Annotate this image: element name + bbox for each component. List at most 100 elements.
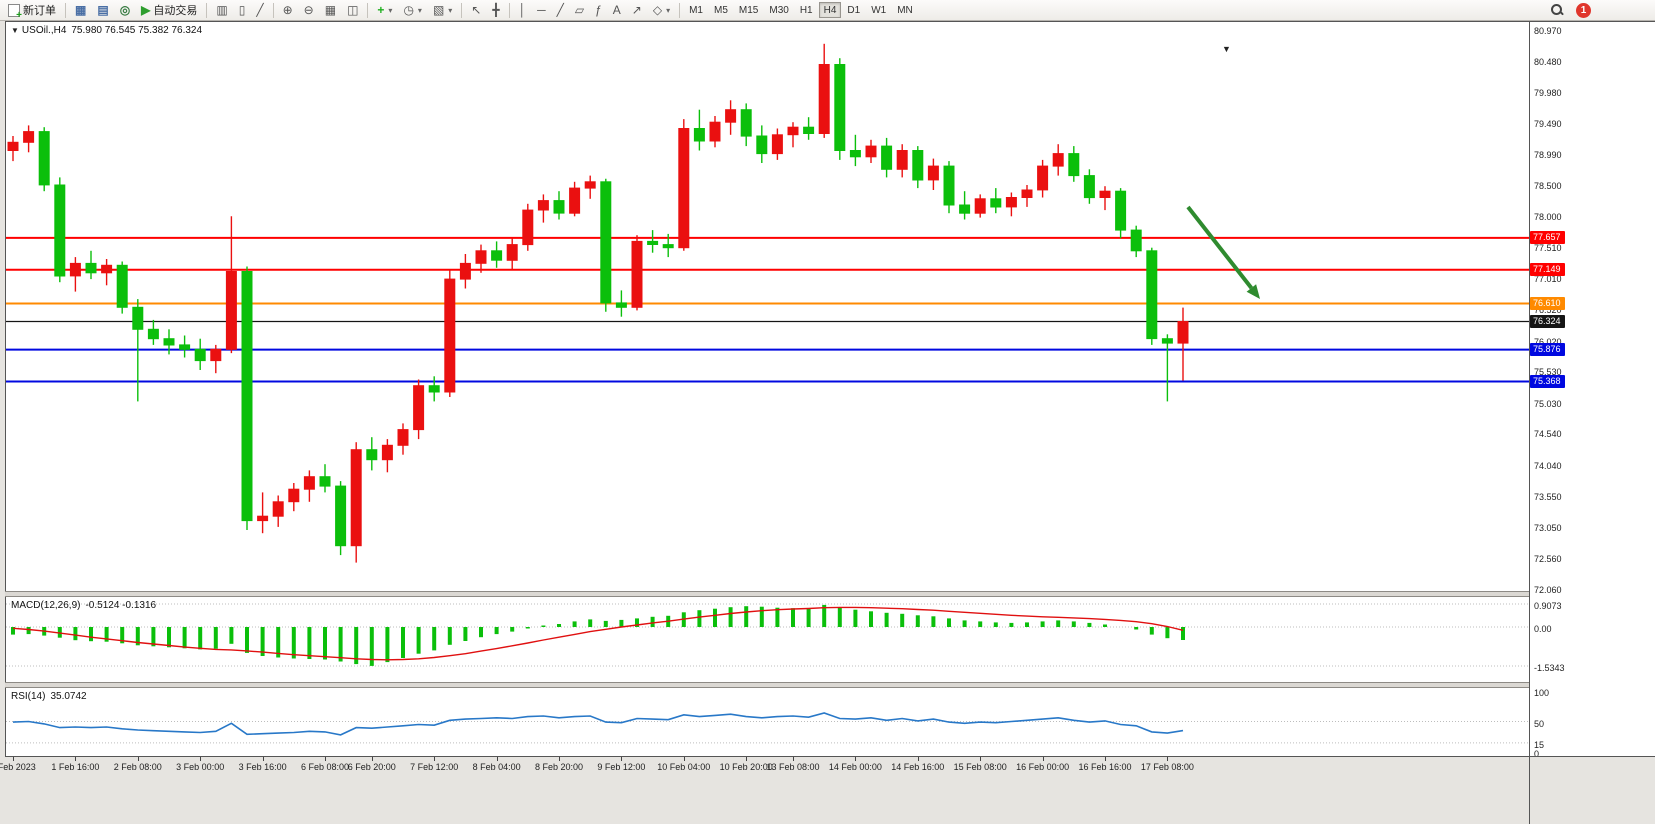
chart-collapse-icon[interactable]: ▼ <box>11 26 19 35</box>
shapes-dropdown[interactable]: ◇ ▾ <box>648 1 675 19</box>
zoom-out-icon: ⊖ <box>303 3 314 17</box>
crosshair-button[interactable]: ╋ <box>487 1 504 19</box>
time-axis[interactable]: 1 Feb 2023 1 Feb 16:00 2 Feb 08:00 3 Feb 00… <box>0 756 1529 780</box>
search-button[interactable] <box>1545 1 1569 19</box>
horizontal-line-icon: ─ <box>537 3 546 17</box>
candle <box>959 191 971 220</box>
candle <box>990 188 1002 214</box>
candlestick-chart[interactable] <box>6 22 1529 591</box>
candle <box>569 181 581 217</box>
chart-shift-marker-icon[interactable]: ▼ <box>1222 44 1231 54</box>
time-axis-label: 3 Feb 00:00 <box>176 762 225 772</box>
timeframe-M30[interactable]: M30 <box>769 4 789 16</box>
line-chart-icon: ╱ <box>256 3 264 17</box>
candle <box>147 319 159 345</box>
candle <box>584 175 596 199</box>
zoom-out-button[interactable]: ⊖ <box>299 1 319 19</box>
candle <box>1083 169 1095 204</box>
candle <box>225 216 237 354</box>
macd-tick-label: -1.5343 <box>1534 663 1565 673</box>
new-order-button[interactable]: 新订单 <box>3 1 61 21</box>
time-tick <box>1042 757 1044 761</box>
candle <box>553 191 565 220</box>
text-button[interactable]: A <box>608 1 626 19</box>
cursor-button[interactable]: ↖ <box>466 1 486 19</box>
candle <box>116 261 128 314</box>
line-chart-button[interactable]: ╱ <box>251 1 268 19</box>
rsi-chart[interactable] <box>6 688 1529 756</box>
candlestick-chart-button[interactable]: ▯ <box>234 1 251 19</box>
timeframe-MN[interactable]: MN <box>897 4 913 16</box>
main-chart-pane[interactable]: ▼ USOil.,H4 75.980 76.545 75.382 76.324 ▼ <box>5 21 1529 591</box>
indicators-plus-icon: + <box>377 3 385 17</box>
trendline-button[interactable]: ╱ <box>552 1 569 19</box>
time-axis-label: 15 Feb 08:00 <box>953 762 1007 772</box>
arrow-tool-button[interactable]: ↗ <box>627 1 647 19</box>
price-tick-label: 73.550 <box>1534 492 1562 502</box>
tile-windows-button[interactable]: ▦ <box>320 1 341 19</box>
candle <box>849 134 861 167</box>
fibonacci-button[interactable]: ƒ <box>590 1 607 19</box>
timeframe-H4[interactable]: H4 <box>818 2 842 18</box>
timeframe-M5[interactable]: M5 <box>714 4 728 16</box>
rsi-tick-label: 50 <box>1534 719 1545 729</box>
macd-histogram <box>11 604 1185 666</box>
arrange-windows-button[interactable]: ◫ <box>342 1 363 19</box>
bar-chart-button[interactable]: ▥ <box>211 1 232 19</box>
pane-splitter[interactable] <box>5 591 1529 597</box>
time-tick <box>262 757 264 761</box>
candle <box>1068 146 1080 182</box>
macd-chart[interactable] <box>6 597 1529 682</box>
horizontal-line-button[interactable]: ─ <box>532 1 551 19</box>
chart-window-icon: ▦ <box>75 3 87 17</box>
candle <box>803 117 815 140</box>
trend-arrow-annotation[interactable] <box>1186 205 1260 299</box>
timeframe-H1[interactable]: H1 <box>799 4 813 16</box>
candlestick-icon: ▯ <box>238 3 246 17</box>
candle <box>865 139 877 163</box>
time-tick <box>200 757 202 761</box>
time-axis-label: 1 Feb 16:00 <box>51 762 100 772</box>
time-axis-label: 2 Feb 08:00 <box>113 762 162 772</box>
indicators-dropdown[interactable]: + ▾ <box>372 1 397 19</box>
timeframe-M1[interactable]: M1 <box>689 4 703 16</box>
candle <box>179 335 191 358</box>
notification-badge[interactable]: 1 <box>1576 2 1591 18</box>
candle <box>725 100 737 135</box>
time-tick <box>917 757 919 761</box>
price-scale[interactable]: 80.970 80.480 79.980 79.490 78.990 78.500 78.0… <box>1529 21 1655 759</box>
toolbar-separator <box>461 2 463 18</box>
macd-tick-label: 0.9073 <box>1534 601 1562 611</box>
vertical-line-button[interactable]: │ <box>514 1 532 19</box>
navigator-button[interactable]: ◎ <box>115 1 135 19</box>
clock-icon: ◷ <box>403 3 414 17</box>
price-tick-label: 75.030 <box>1534 399 1562 409</box>
templates-dropdown[interactable]: ▧ ▾ <box>428 1 457 19</box>
auto-trading-button[interactable]: ▶ 自动交易 <box>136 1 202 19</box>
chevron-down-icon: ▾ <box>666 5 671 15</box>
pane-splitter[interactable] <box>5 682 1529 688</box>
timeframe-D1[interactable]: D1 <box>847 4 861 16</box>
time-axis-label: 8 Feb 04:00 <box>472 762 521 772</box>
time-tick <box>496 757 498 761</box>
candle <box>335 481 347 556</box>
channel-button[interactable]: ▱ <box>570 1 589 19</box>
candle <box>23 125 35 153</box>
timeframe-M15[interactable]: M15 <box>738 4 759 16</box>
periods-dropdown[interactable]: ◷ ▾ <box>398 1 427 19</box>
price-tick-label: 79.490 <box>1534 119 1562 129</box>
price-tick-label: 75.530 <box>1534 367 1562 377</box>
rsi-pane[interactable]: RSI(14) 35.0742 <box>5 688 1529 756</box>
zoom-in-button[interactable]: ⊕ <box>278 1 298 19</box>
price-tick-label: 72.560 <box>1534 554 1562 564</box>
chart-window-button[interactable]: ▦ <box>70 1 91 19</box>
candle <box>1037 159 1049 198</box>
macd-pane[interactable]: MACD(12,26,9) -0.5124 -0.1316 <box>5 597 1529 682</box>
time-axis-label: 10 Feb 04:00 <box>657 762 711 772</box>
price-tick-label: 77.510 <box>1534 243 1562 253</box>
market-watch-button[interactable]: ▤ <box>92 1 113 19</box>
timeframe-W1[interactable]: W1 <box>871 4 887 16</box>
chart-header: ▼ USOil.,H4 75.980 76.545 75.382 76.324 <box>11 25 202 36</box>
time-tick <box>855 757 857 761</box>
time-axis-label: 9 Feb 12:00 <box>597 762 646 772</box>
